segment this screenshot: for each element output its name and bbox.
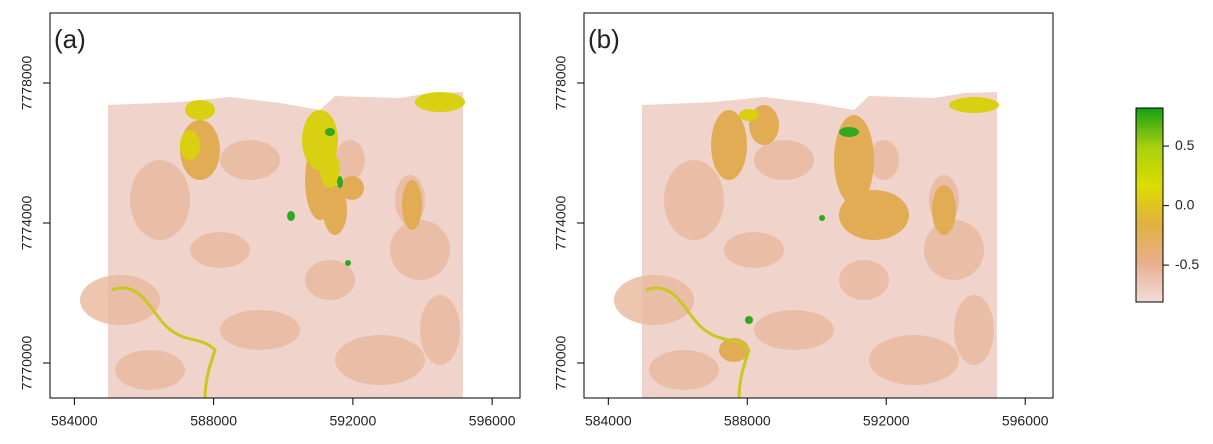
raster-patch	[337, 176, 343, 188]
raster-patch	[115, 350, 185, 390]
x-tick-label: 596000	[1002, 413, 1049, 429]
raster-patch	[711, 110, 747, 180]
raster-patch	[869, 335, 959, 385]
colorbar-tick-label: -0.5	[1175, 256, 1199, 272]
raster-patch	[130, 160, 190, 240]
colorbar-tick-label: 0.0	[1175, 196, 1195, 212]
x-tick-label: 584000	[585, 413, 632, 429]
colorbar-tick-label: 0.5	[1175, 137, 1195, 153]
raster-patch	[724, 232, 784, 268]
x-tick-label: 596000	[469, 413, 516, 429]
raster-patch	[745, 316, 753, 324]
river	[111, 286, 217, 399]
raster-patch	[390, 220, 450, 280]
raster-patch	[614, 275, 694, 325]
raster-patch	[190, 232, 250, 268]
raster-patch	[220, 310, 300, 350]
raster-patch	[287, 211, 295, 221]
raster-patch	[754, 310, 834, 350]
y-tick-label: 7770000	[553, 336, 569, 391]
y-tick-label: 7774000	[19, 196, 35, 251]
raster-patch	[819, 215, 825, 221]
y-tick-label: 7774000	[553, 196, 569, 251]
raster	[614, 92, 999, 399]
raster-patch	[664, 160, 724, 240]
y-tick-label: 7770000	[19, 336, 35, 391]
raster-patch	[754, 140, 814, 180]
panel-label: (b)	[588, 24, 620, 54]
raster-patch	[415, 92, 465, 112]
raster-patch	[323, 185, 347, 235]
raster-patch	[305, 260, 355, 300]
plot-frame	[583, 12, 1054, 399]
x-tick-label: 584000	[51, 413, 98, 429]
raster-patch	[320, 152, 340, 188]
raster-patch	[340, 176, 364, 200]
raster-patch	[739, 109, 759, 121]
colorbar	[1135, 107, 1164, 303]
y-tick-label: 7778000	[553, 56, 569, 111]
raster-patch	[839, 127, 859, 137]
raster-patch	[335, 140, 365, 180]
raster-patch	[954, 295, 994, 365]
raster-patch	[80, 275, 160, 325]
raster-patch	[839, 190, 909, 240]
raster-patch	[924, 220, 984, 280]
raster-patch	[839, 260, 889, 300]
plot-frame	[49, 12, 521, 399]
raster	[80, 92, 465, 399]
raster-patch	[345, 260, 351, 266]
x-tick-label: 592000	[330, 413, 377, 429]
raster-patch	[932, 185, 956, 235]
river	[645, 286, 751, 399]
raster-patch	[335, 335, 425, 385]
raster-patch	[402, 180, 422, 230]
raster-patch	[325, 128, 335, 136]
raster-patch	[185, 100, 215, 120]
raster-patch	[949, 97, 999, 113]
panel-label: (a)	[54, 24, 86, 54]
raster-patch	[649, 350, 719, 390]
y-tick-label: 7778000	[19, 56, 35, 111]
raster-patch	[420, 295, 460, 365]
x-tick-label: 588000	[190, 413, 237, 429]
raster-patch	[180, 130, 200, 160]
x-tick-label: 588000	[724, 413, 771, 429]
raster-patch	[220, 140, 280, 180]
x-tick-label: 592000	[863, 413, 910, 429]
raster-patch	[869, 140, 899, 180]
raster-patch	[834, 115, 874, 205]
